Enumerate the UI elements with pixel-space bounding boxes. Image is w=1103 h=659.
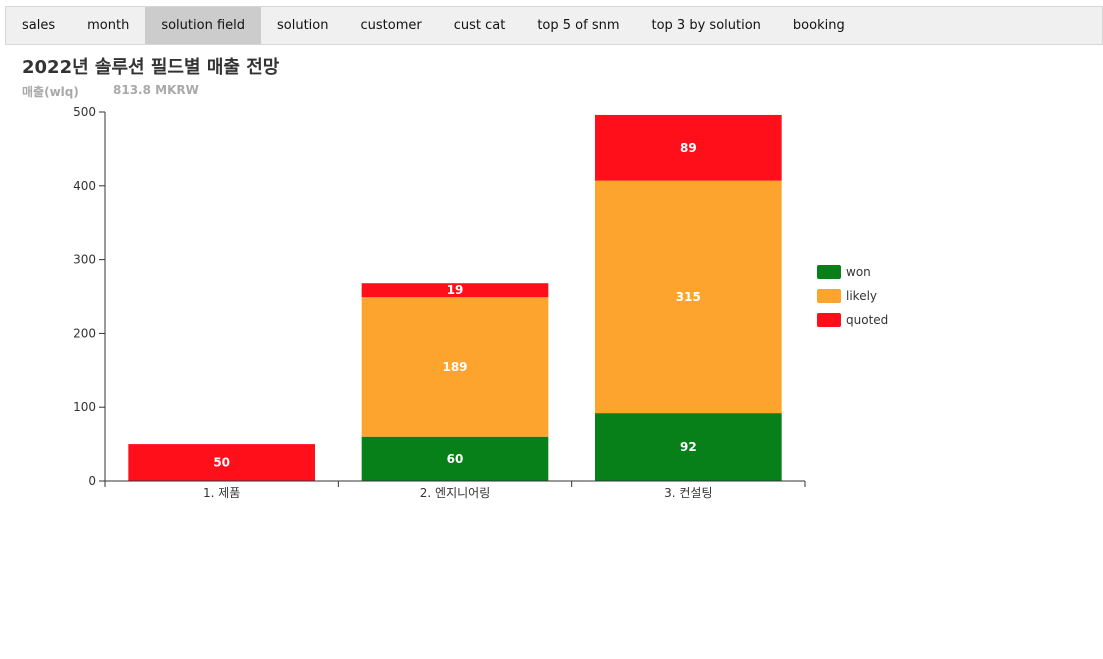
legend-swatch-likely xyxy=(817,289,841,303)
bar-segment-quoted xyxy=(595,114,782,181)
tab-booking[interactable]: booking xyxy=(792,18,845,33)
bar-value-label: 89 xyxy=(680,141,697,155)
y-tick-label: 300 xyxy=(73,253,96,267)
bar-segment-quoted xyxy=(128,444,315,481)
x-tick-label: 1. 제품 xyxy=(203,486,240,500)
bar-value-label: 189 xyxy=(442,360,467,374)
metric-label: 매출(wlq) xyxy=(22,85,79,99)
page-title: 2022년 솔루션 필드별 매출 전망 xyxy=(22,57,280,78)
y-tick-label: 200 xyxy=(73,326,96,340)
bar-value-label: 92 xyxy=(680,440,697,454)
legend-swatch-quoted xyxy=(817,313,841,327)
bar-value-label: 19 xyxy=(447,283,464,297)
y-tick-label: 0 xyxy=(88,474,96,488)
bar-value-label: 315 xyxy=(676,290,701,304)
x-tick-label: 2. 엔지니어링 xyxy=(420,486,490,500)
tab-cust-cat[interactable]: cust cat xyxy=(453,18,506,33)
legend-label-likely: likely xyxy=(846,289,877,303)
tab-solution-field[interactable]: solution field xyxy=(145,7,261,44)
y-tick-label: 100 xyxy=(73,400,96,414)
tab-solution[interactable]: solution xyxy=(277,18,329,33)
bar-segment-likely xyxy=(595,180,782,414)
legend-label-won: won xyxy=(846,265,871,279)
bar-value-label: 60 xyxy=(447,452,464,466)
y-tick-label: 400 xyxy=(73,179,96,193)
bar-segment-won xyxy=(361,436,549,481)
bar-segment-likely xyxy=(361,297,549,437)
tab-top-3-by-solution[interactable]: top 3 by solution xyxy=(651,18,761,33)
tab-top-5-of-snm[interactable]: top 5 of snm xyxy=(537,18,620,33)
bar-value-label: 50 xyxy=(213,456,230,470)
metric-value: 813.8 MKRW xyxy=(113,83,199,97)
tab-customer[interactable]: customer xyxy=(360,18,422,33)
y-tick-label: 500 xyxy=(73,105,96,119)
tab-bar: sales month solution field solution cust… xyxy=(5,6,1103,45)
tab-month[interactable]: month xyxy=(87,18,130,33)
legend-swatch-won xyxy=(817,265,841,279)
bar-segment-quoted xyxy=(361,283,549,298)
legend-label-quoted: quoted xyxy=(846,313,888,327)
tab-sales[interactable]: sales xyxy=(22,18,56,33)
bar-segment-won xyxy=(595,413,782,481)
x-tick-label: 3. 컨설팅 xyxy=(664,486,712,500)
